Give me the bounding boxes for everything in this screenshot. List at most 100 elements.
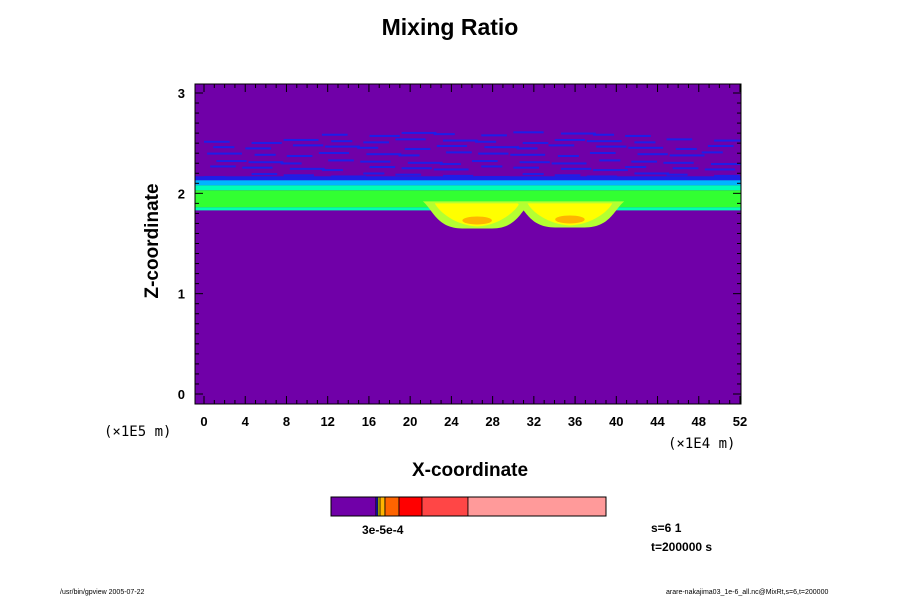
upper-band-segment [625, 166, 647, 169]
upper-band-segment [554, 174, 581, 177]
x-tick-label: 24 [444, 414, 459, 429]
upper-band-segment [433, 133, 455, 136]
upper-band-segment [478, 152, 509, 155]
upper-band-segment [331, 140, 353, 143]
x-tick-label: 20 [403, 414, 417, 429]
upper-band-segment [714, 174, 740, 177]
upper-band-segment [398, 154, 420, 157]
y-axis-unit: (×1E5 m) [104, 424, 172, 440]
upper-band-segment [395, 138, 426, 141]
x-tick-label: 40 [609, 414, 623, 429]
bulge-core [527, 203, 613, 226]
upper-band-segment [701, 151, 723, 154]
upper-band-segment [548, 144, 575, 147]
x-tick-label: 16 [362, 414, 376, 429]
colorbar-segment [398, 496, 423, 517]
upper-band-segment [554, 138, 586, 141]
upper-band-segment [254, 153, 276, 156]
y-axis-label: Z-coordinate [142, 183, 163, 299]
t-info: t=200000 s [651, 540, 713, 554]
upper-band-segment [321, 169, 344, 172]
upper-band-segment [207, 152, 242, 155]
upper-band-segment [513, 166, 540, 169]
upper-band-segment [557, 155, 579, 158]
upper-band-segment [675, 147, 697, 150]
upper-band-segment [663, 161, 694, 164]
bulge-hotspot [555, 215, 585, 224]
upper-band-segment [363, 141, 389, 144]
x-tick-label: 32 [527, 414, 541, 429]
upper-band-segment [714, 139, 741, 142]
upper-band-segment [481, 134, 507, 137]
upper-band-segment [599, 159, 621, 162]
upper-band-segment [366, 153, 402, 156]
upper-band-segment [634, 141, 656, 144]
x-tick-label: 12 [320, 414, 334, 429]
upper-band-segment [283, 138, 319, 141]
upper-band-segment [710, 163, 741, 166]
y-tick-label: 3 [178, 86, 185, 101]
upper-band-segment [363, 172, 385, 175]
colorbar-frame [330, 496, 607, 517]
upper-band-segment [404, 147, 431, 150]
upper-band-segment [593, 169, 628, 172]
upper-band-segment [439, 163, 461, 166]
upper-band-segment [446, 151, 472, 154]
upper-band-segment [586, 140, 622, 143]
layer-band-1 [195, 180, 741, 186]
upper-band-segment [292, 144, 324, 147]
upper-band-segment [395, 173, 422, 176]
plot-background [195, 84, 741, 404]
upper-band-segment [669, 154, 705, 157]
x-tick-label: 0 [200, 414, 207, 429]
upper-band-segment [634, 172, 670, 175]
upper-band-segment [522, 173, 544, 176]
bulge-core [434, 203, 520, 227]
upper-band-segment [519, 161, 550, 164]
upper-band-segment [369, 166, 396, 169]
upper-band-segment [475, 140, 497, 143]
upper-band-segment [484, 146, 520, 149]
x-axis-label: X-coordinate [411, 460, 529, 481]
upper-band-segment [318, 151, 350, 155]
colorbar-tick-label: 3e-5e-4 [362, 523, 404, 537]
y-tick-label: 2 [178, 186, 185, 201]
colorbar [330, 496, 607, 517]
upper-band-segment [289, 167, 325, 170]
upper-band-segment [204, 140, 230, 143]
colorbar-segment [379, 496, 386, 517]
upper-band-segment [280, 162, 302, 165]
upper-band-segment [286, 155, 313, 158]
upper-band-segment [442, 174, 474, 177]
colorbar-segment [330, 496, 377, 517]
upper-band-segment [560, 132, 596, 135]
upper-band-segment [210, 165, 236, 168]
upper-band-segment [433, 168, 469, 171]
footer-source: arare-nakajima03_1e-6_all.nc@MixRt,s=6,t… [666, 589, 829, 596]
upper-band-segment [213, 146, 235, 149]
colorbar-segment [467, 496, 607, 517]
x-tick-label: 8 [283, 414, 290, 429]
field-layer [195, 131, 741, 229]
upper-band-segment [245, 147, 272, 150]
upper-band-segment [666, 173, 688, 176]
upper-band-segment [325, 145, 360, 148]
upper-band-segment [704, 168, 736, 171]
upper-band-segment [628, 146, 664, 149]
upper-band-segment [251, 141, 282, 144]
upper-band-segment [631, 160, 657, 163]
x-tick-label: 28 [485, 414, 499, 429]
colorbar-segment [421, 496, 469, 517]
x-axis-unit: (×1E4 m) [668, 436, 736, 452]
upper-band-segment [321, 133, 348, 136]
upper-band-segment [472, 160, 498, 163]
s-info: s=6 1 [651, 521, 682, 535]
upper-band-segment [596, 145, 627, 148]
y-tick-label: 0 [178, 387, 185, 402]
upper-band-segment [251, 173, 278, 176]
y-tick-label: 1 [178, 287, 185, 302]
x-tick-label: 48 [692, 414, 706, 429]
x-tick-label: 52 [733, 414, 747, 429]
colorbar-segment [384, 496, 400, 517]
